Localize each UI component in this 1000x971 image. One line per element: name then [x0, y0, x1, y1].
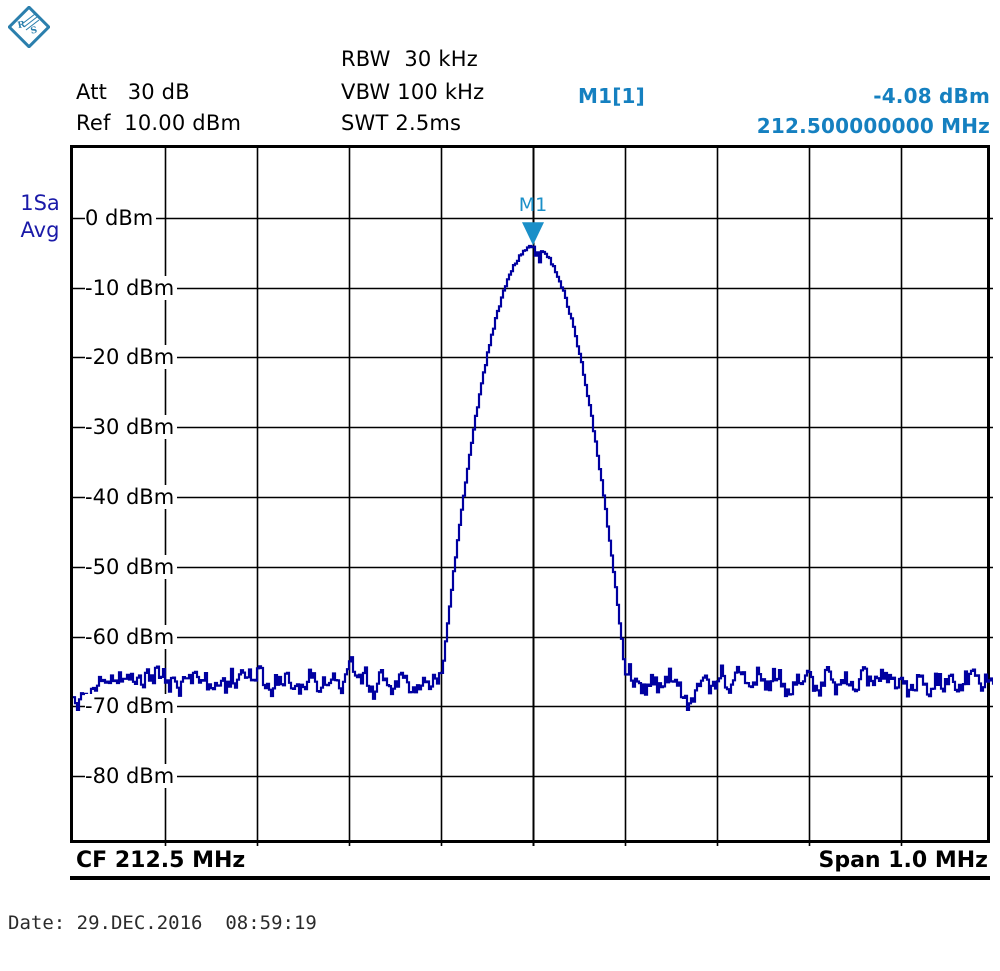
marker-plot-label: M1 [518, 194, 548, 217]
y-tick-label: -30 dBm [85, 415, 178, 440]
plot-gridlines [73, 148, 993, 846]
svg-text:R: R [17, 20, 27, 31]
trace-mode-line2: Avg [20, 218, 60, 242]
rbw-readout: RBW 30 kHz [341, 47, 478, 71]
y-tick-label: -40 dBm [85, 485, 178, 509]
vbw-readout: VBW 100 kHz [341, 80, 485, 104]
marker-frequency-readout: 212.500000000 MHz [756, 114, 990, 138]
marker-name-readout: M1[1] [578, 84, 646, 108]
attenuation-readout: Att 30 dB [76, 80, 190, 104]
y-tick-label: -60 dBm [85, 624, 178, 649]
footer-bar: CF 212.5 MHz Span 1.0 MHz [70, 846, 990, 880]
marker-triangle-icon[interactable] [522, 222, 544, 246]
y-tick-label: -20 dBm [85, 345, 178, 370]
y-tick-label: -50 dBm [85, 554, 178, 579]
spectrum-plot[interactable]: 0 dBm -10 dBm -20 dBm -30 dBm -40 dBm -50 dBm… [70, 145, 993, 846]
datestamp: Date: 29.DEC.2016 08:59:19 [8, 912, 317, 934]
y-tick-label: -80 dBm [85, 764, 178, 789]
y-tick-label: -70 dBm [85, 694, 178, 719]
spectrum-trace-svg [73, 148, 993, 846]
y-tick-label: 0 dBm [85, 205, 157, 230]
trace-mode-indicator: 1Sa Avg [12, 190, 68, 244]
marker-level-readout: -4.08 dBm [873, 84, 990, 108]
rohde-schwarz-logo: R S [8, 6, 50, 48]
sweep-time-readout: SWT 2.5ms [341, 111, 462, 135]
span-label: Span 1.0 MHz [818, 848, 988, 873]
trace-polyline [73, 244, 993, 712]
center-frequency-label: CF 212.5 MHz [76, 848, 246, 873]
trace-mode-line1: 1Sa [20, 191, 60, 215]
svg-text:S: S [30, 25, 38, 36]
y-tick-label: -10 dBm [85, 275, 178, 300]
reference-level-readout: Ref 10.00 dBm [76, 111, 242, 135]
